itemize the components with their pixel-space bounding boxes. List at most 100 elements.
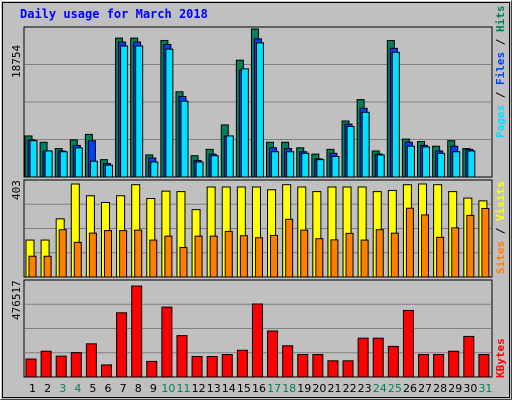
bar-kbytes xyxy=(357,337,369,378)
day-label: 7 xyxy=(120,382,127,395)
bar-kbytes xyxy=(312,354,324,378)
bar-pages xyxy=(391,51,400,178)
bar-sites xyxy=(451,227,460,278)
legend-top: Pages / Files / Hits xyxy=(494,6,507,139)
bar-sites xyxy=(315,238,324,278)
bar-sites xyxy=(88,232,97,278)
bar-pages xyxy=(74,147,83,178)
bar-sites xyxy=(119,230,128,278)
bar-kbytes xyxy=(478,354,490,378)
day-label: 8 xyxy=(135,382,142,395)
bar-sites xyxy=(239,235,248,278)
legend-sep2: / xyxy=(494,38,507,45)
bar-kbytes xyxy=(25,358,37,378)
day-label: 31 xyxy=(478,382,492,395)
day-label: 15 xyxy=(237,382,251,395)
chart-title: Daily usage for March 2018 xyxy=(20,7,208,21)
day-label: 28 xyxy=(433,382,447,395)
bar-pages xyxy=(452,151,461,178)
bar-pages xyxy=(89,160,98,178)
day-label: 1 xyxy=(29,382,36,395)
bar-sites xyxy=(390,232,399,278)
bar-sites xyxy=(179,246,188,278)
bar-sites xyxy=(254,237,263,278)
day-label: 10 xyxy=(161,382,175,395)
bar-kbytes xyxy=(402,309,414,378)
bar-sites xyxy=(73,241,82,278)
day-label: 3 xyxy=(59,382,66,395)
bar-kbytes xyxy=(55,355,67,378)
bar-sites xyxy=(209,235,218,278)
day-label: 19 xyxy=(297,382,311,395)
bar-sites xyxy=(149,239,158,278)
bar-pages xyxy=(225,135,234,178)
bar-pages xyxy=(376,154,385,178)
bar-kbytes xyxy=(176,335,188,378)
legend-files: Files xyxy=(494,52,507,85)
bar-kbytes xyxy=(463,335,475,378)
bar-pages xyxy=(135,45,144,178)
bar-kbytes xyxy=(418,354,430,378)
bar-pages xyxy=(165,48,174,178)
bar-sites xyxy=(270,234,279,278)
day-label: 12 xyxy=(192,382,206,395)
panel-hits-files-pages xyxy=(23,26,493,178)
bar-kbytes xyxy=(131,285,143,378)
bar-kbytes xyxy=(282,345,294,378)
bar-pages xyxy=(150,161,159,178)
day-label: 21 xyxy=(327,382,341,395)
bar-pages xyxy=(271,151,280,178)
bar-pages xyxy=(331,155,340,178)
bar-pages xyxy=(422,146,431,178)
bar-kbytes xyxy=(372,337,384,378)
bar-pages xyxy=(120,45,129,178)
day-label: 22 xyxy=(343,382,357,395)
day-label: 16 xyxy=(252,382,266,395)
bar-pages xyxy=(316,159,325,178)
bar-kbytes xyxy=(100,364,112,378)
bar-sites xyxy=(28,255,37,278)
panel-kbytes xyxy=(23,279,493,378)
bar-sites xyxy=(164,235,173,278)
bar-kbytes xyxy=(327,360,339,378)
bar-pages xyxy=(210,155,219,178)
bar-kbytes xyxy=(161,306,173,378)
day-label: 13 xyxy=(207,382,221,395)
bar-pages xyxy=(406,145,415,178)
bar-pages xyxy=(240,68,249,178)
bar-sites xyxy=(345,232,354,278)
bar-kbytes xyxy=(116,312,128,378)
day-label: 11 xyxy=(177,382,191,395)
bar-pages xyxy=(180,100,189,178)
bar-kbytes xyxy=(206,356,218,378)
day-label: 30 xyxy=(463,382,477,395)
bar-kbytes xyxy=(387,345,399,378)
bar-pages xyxy=(59,151,68,178)
bar-pages xyxy=(301,152,310,178)
bar-pages xyxy=(104,164,113,178)
day-label: 26 xyxy=(403,382,417,395)
legend-pages: Pages xyxy=(494,105,507,138)
day-label: 9 xyxy=(150,382,157,395)
bar-sites xyxy=(375,229,384,278)
day-label: 24 xyxy=(373,382,387,395)
bar-sites xyxy=(330,239,339,278)
bar-kbytes xyxy=(191,356,203,378)
legend-mid: Sites / Visits xyxy=(494,181,507,274)
bar-kbytes xyxy=(70,352,82,378)
day-label: 5 xyxy=(89,382,96,395)
top-max-label: 18754 xyxy=(10,45,23,78)
legend-hits: Hits xyxy=(494,6,507,33)
bar-sites xyxy=(466,214,475,278)
bar-pages xyxy=(346,125,355,178)
bar-pages xyxy=(44,150,53,178)
bar-kbytes xyxy=(433,354,445,378)
bot-max-label: 476517 xyxy=(10,280,23,320)
bar-pages xyxy=(361,111,370,178)
bar-sites xyxy=(436,236,445,278)
day-label: 25 xyxy=(388,382,402,395)
bar-sites xyxy=(421,214,430,278)
bar-kbytes xyxy=(146,360,158,378)
legend-sep1: / xyxy=(494,91,507,98)
legend-sites: Sites xyxy=(494,241,507,274)
